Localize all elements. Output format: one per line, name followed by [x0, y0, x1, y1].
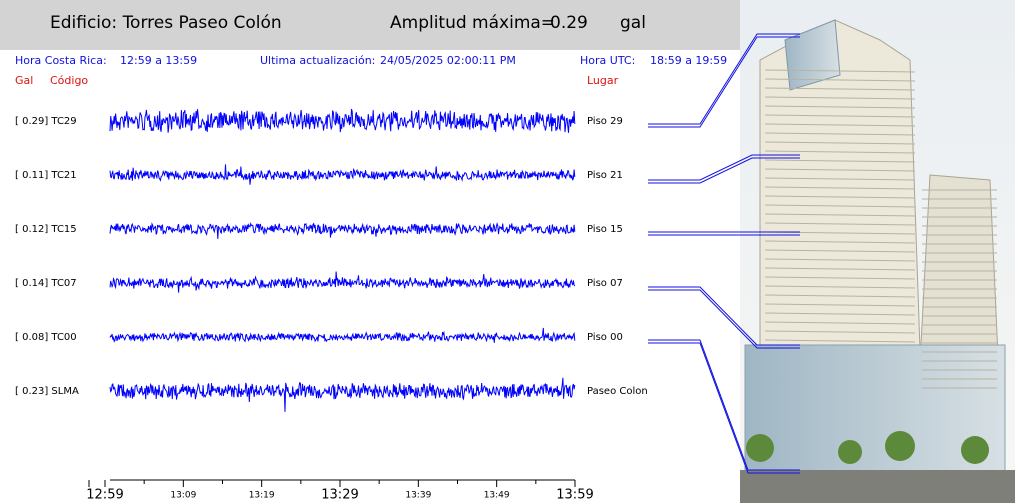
trace-label: [ 0.14] TC07 — [15, 278, 77, 289]
trace-place: Piso 29 — [587, 116, 623, 127]
building-image — [740, 0, 1015, 503]
waveform — [110, 328, 575, 343]
building-name: Edificio: Torres Paseo Colón — [50, 13, 282, 33]
waveform — [110, 272, 575, 293]
trace-label: [ 0.23] SLMA — [15, 386, 79, 397]
trace-label: [ 0.12] TC15 — [15, 224, 77, 235]
trace-place: Piso 21 — [587, 170, 623, 181]
time-label: 13:09 — [170, 491, 196, 501]
trace-label: [ 0.29] TC29 — [15, 116, 77, 127]
time-label: 13:39 — [405, 491, 431, 501]
local-label: Hora Costa Rica: — [15, 54, 107, 67]
time-label: 13:29 — [321, 488, 358, 503]
update-label: Ultima actualización: — [260, 54, 375, 67]
utc-range: 18:59 a 19:59 — [650, 54, 727, 67]
utc-label: Hora UTC: — [580, 54, 635, 67]
trace-place: Piso 15 — [587, 224, 623, 235]
local-range: 12:59 a 13:59 — [120, 54, 197, 67]
waveform — [110, 378, 575, 412]
trace-place: Paseo Colon — [587, 386, 648, 397]
waveform — [110, 223, 575, 239]
trace-place: Piso 00 — [587, 332, 623, 343]
gal-header: Gal — [15, 74, 33, 87]
waveform — [110, 164, 575, 184]
screen: Edificio: Torres Paseo Colón Amplitud má… — [0, 0, 1015, 503]
amplitude-label: Amplitud máxima= — [390, 13, 555, 33]
code-header: Código — [50, 74, 88, 87]
trace-label: [ 0.11] TC21 — [15, 170, 77, 181]
waveform — [110, 109, 575, 133]
time-label: 12:59 — [86, 488, 123, 503]
time-label: 13:49 — [484, 491, 510, 501]
time-label: 13:59 — [556, 488, 593, 503]
update-time: 24/05/2025 02:00:11 PM — [380, 54, 516, 67]
time-label: 13:19 — [249, 491, 275, 501]
amplitude-value: 0.29 — [550, 13, 588, 33]
place-header: Lugar — [587, 74, 619, 87]
trace-label: [ 0.08] TC00 — [15, 332, 77, 343]
trace-place: Piso 07 — [587, 278, 623, 289]
amplitude-unit: gal — [620, 13, 646, 33]
